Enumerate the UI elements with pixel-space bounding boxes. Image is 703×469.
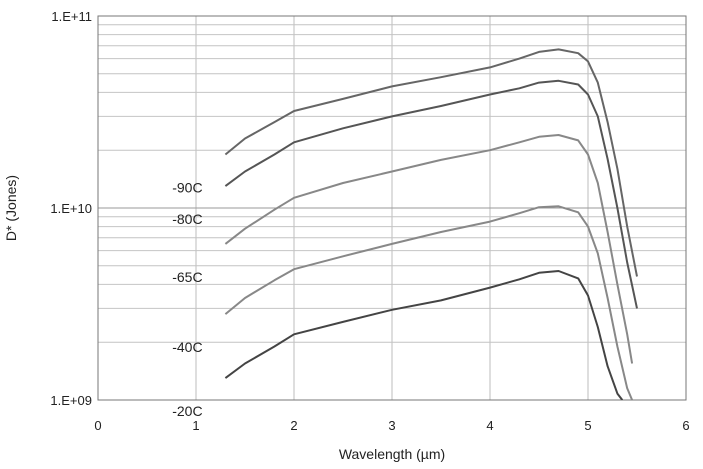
series-label: -40C	[172, 339, 202, 355]
x-tick-label: 2	[290, 418, 297, 433]
series-label: -20C	[172, 403, 202, 419]
x-axis-title: Wavelength (µm)	[339, 446, 445, 462]
y-tick-label: 1.E+11	[51, 9, 92, 24]
series-label: -90C	[172, 179, 202, 195]
plot-frame	[97, 15, 687, 401]
y-tick-label: 1.E+09	[50, 393, 92, 408]
series-layer	[224, 48, 638, 400]
grid-lines	[98, 16, 686, 400]
series-line	[224, 48, 638, 277]
x-tick-label: 6	[682, 418, 689, 433]
y-tick-label: 1.E+10	[50, 201, 92, 216]
x-tick-label: 3	[388, 418, 395, 433]
x-tick-label: 5	[584, 418, 591, 433]
y-tick-labels: 1.E+09 1.E+10 1.E+11	[50, 9, 92, 408]
series-line	[224, 270, 624, 400]
series-label: -80C	[172, 211, 202, 227]
x-tick-labels: 0 1 2 3 4 5 6	[94, 418, 689, 433]
x-tick-label: 1	[192, 418, 199, 433]
x-tick-label: 0	[94, 418, 101, 433]
series-line	[224, 134, 634, 364]
x-tick-label: 4	[486, 418, 493, 433]
series-label: -65C	[172, 269, 202, 285]
series-line	[224, 79, 638, 309]
series-labels: -90C -80C -65C -40C -20C	[172, 179, 202, 419]
series-line	[224, 205, 634, 400]
y-axis-title: D* (Jones)	[3, 175, 19, 241]
